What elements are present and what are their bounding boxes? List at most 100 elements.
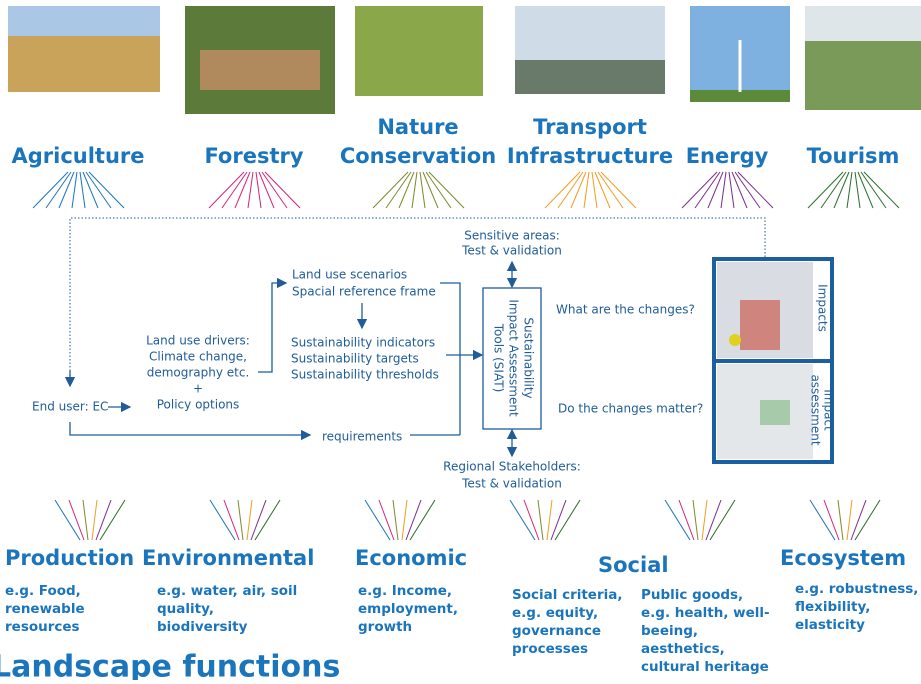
fan-line: [89, 172, 124, 208]
indicators: Sustainability targets: [291, 352, 419, 366]
fan-line: [386, 172, 411, 208]
sector-label: Transport: [533, 115, 647, 139]
function-example: employment,: [358, 601, 458, 617]
fan-line: [838, 500, 843, 540]
sector-label: Energy: [686, 144, 769, 168]
fan-line: [259, 172, 274, 208]
page: Agriculture Forestry Nature Conservation Tra…: [0, 0, 921, 680]
fan-line: [738, 172, 773, 208]
sector-label: Agriculture: [11, 144, 144, 168]
siat-label: Sustainability: [522, 317, 536, 398]
scenarios: Spacial reference frame: [292, 285, 436, 299]
fan-line: [732, 172, 747, 208]
fan-line: [834, 172, 849, 208]
function-example: renewable: [5, 601, 85, 617]
fan-line: [821, 172, 846, 208]
map-label: Impacts: [816, 284, 830, 332]
fan-line: [393, 500, 398, 540]
fan-line: [238, 500, 243, 540]
fan-line: [256, 172, 261, 208]
function-example: cultural heritage: [641, 659, 769, 675]
fan-line: [33, 172, 68, 208]
drivers: +: [193, 382, 203, 396]
fan-line: [601, 172, 636, 208]
function-example: growth: [358, 619, 412, 635]
fan-line: [412, 172, 417, 208]
fan-line: [92, 500, 97, 540]
sector-label: Nature: [377, 115, 458, 139]
arrow: [70, 422, 310, 435]
fan-line: [429, 172, 464, 208]
fan-line: [864, 172, 899, 208]
arrow: [258, 283, 286, 372]
function-example: e.g. equity,: [512, 605, 598, 621]
fan-line: [547, 500, 552, 540]
fan-line: [693, 500, 698, 540]
fan-line: [265, 172, 300, 208]
fan-line: [847, 500, 852, 540]
function-example: e.g. Income,: [358, 583, 452, 599]
requirements: requirements: [322, 430, 402, 444]
fan-line: [584, 172, 589, 208]
fan-line: [86, 172, 111, 208]
drivers: demography etc.: [147, 366, 250, 380]
footer-title: Landscape functions: [0, 650, 340, 681]
fan-line: [855, 172, 860, 208]
function-example: elasticity: [795, 617, 865, 633]
fan-line: [682, 172, 717, 208]
fan-line: [248, 172, 253, 208]
fan-line: [735, 172, 760, 208]
fan-line: [399, 172, 414, 208]
fan-line: [702, 500, 707, 540]
siat-label: Impact Assessment: [507, 299, 521, 417]
fan-line: [708, 172, 723, 208]
function-example: e.g. health, well-: [641, 605, 770, 621]
scenarios: Land use scenarios: [292, 268, 407, 282]
fan-line: [83, 172, 98, 208]
sector-label: Conservation: [340, 144, 496, 168]
function-example: flexibility,: [795, 599, 870, 615]
indicators: Sustainability indicators: [291, 336, 435, 350]
end-user: End user: EC: [32, 400, 108, 414]
fan-line: [538, 500, 543, 540]
function-title: Social: [598, 553, 669, 577]
fan-line: [262, 172, 287, 208]
fan-line: [247, 500, 252, 540]
fan-line: [598, 172, 623, 208]
fan-line: [235, 172, 250, 208]
question: Do the changes matter?: [558, 402, 703, 416]
function-example: processes: [512, 641, 588, 657]
stakeholders: Regional Stakeholders:: [443, 460, 581, 474]
fan-line: [209, 172, 244, 208]
siat-label: Tools (SIAT): [492, 323, 506, 393]
fan-line: [858, 172, 873, 208]
fan-line: [592, 172, 597, 208]
fan-line: [847, 172, 852, 208]
drivers: Land use drivers:: [146, 334, 250, 348]
sensitive-areas: Sensitive areas:: [464, 229, 560, 243]
fan-line: [59, 172, 74, 208]
function-example: beeing,: [641, 623, 698, 639]
map-label: assessment: [809, 374, 823, 445]
fan-line: [695, 172, 720, 208]
function-example: aesthetics,: [641, 641, 725, 657]
function-example: governance: [512, 623, 601, 639]
sector-label: Forestry: [204, 144, 303, 168]
drivers: Climate change,: [149, 350, 247, 364]
fan-line: [222, 172, 247, 208]
fan-line: [861, 172, 886, 208]
fan-line: [595, 172, 610, 208]
map-label: Impact: [822, 389, 836, 431]
fan-line: [402, 500, 407, 540]
connector: [440, 283, 460, 435]
drivers: Policy options: [157, 398, 240, 412]
fan-line: [72, 172, 77, 208]
stakeholders: Test & validation: [461, 477, 562, 491]
fan-line: [558, 172, 583, 208]
fan-line: [571, 172, 586, 208]
function-example: quality,: [157, 601, 214, 617]
fan-line: [729, 172, 734, 208]
fan-line: [545, 172, 580, 208]
function-example: resources: [5, 619, 80, 635]
function-title: Environmental: [142, 546, 314, 570]
